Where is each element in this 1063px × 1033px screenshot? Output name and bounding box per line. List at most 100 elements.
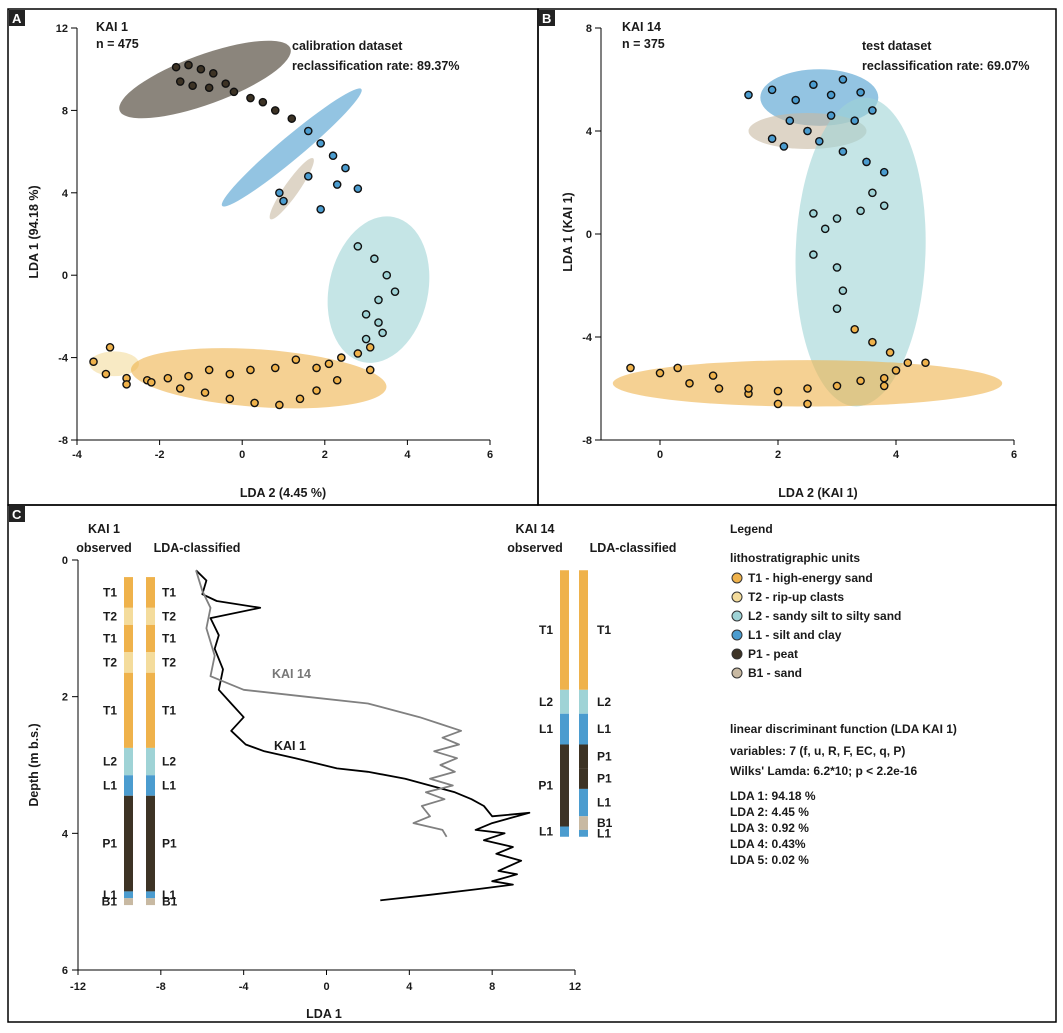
panel-a-y-tick-label-3: 0 [62, 270, 68, 282]
kai1-classified-segment-0 [146, 577, 155, 608]
panel-b-x-tick-label-2: 4 [893, 449, 900, 461]
kai1-classified-segment-1 [146, 607, 155, 625]
panel-c-y-tick-label-3: 6 [62, 965, 68, 977]
panel-b-point-4 [826, 90, 836, 100]
kai1-observed-label-5: L2 [103, 755, 117, 769]
legend-lda-line-3: LDA 3: 0.92 % [730, 821, 809, 835]
panel-a-point-49 [122, 380, 131, 389]
panel-a-point-48 [105, 342, 115, 352]
panel-a-point-5 [188, 81, 197, 90]
panel-b-point-6 [856, 88, 865, 97]
panel-a-y-tick-label-2: 4 [62, 188, 69, 200]
panel-a-point-28 [361, 310, 371, 319]
panel-b-x-tick-label-0: 0 [657, 449, 663, 461]
panel-a-points [89, 60, 400, 410]
panel-a-ellipse-l2-3 [327, 216, 430, 363]
panel-c-frame [7, 504, 1057, 1023]
panel-a-xlabel: LDA 2 (4.45 %) [240, 486, 326, 500]
panel-a-ellipse-t2-4 [89, 351, 139, 377]
panel-b-point-8 [850, 116, 860, 125]
panel-b-point-28 [850, 324, 860, 334]
panel-c-kai1-title: KAI 1 [88, 522, 120, 536]
kai1-observed-segment-3 [124, 652, 133, 673]
panel-a-ellipse-t1-5 [130, 348, 387, 409]
kai14-observed-label-1: L2 [539, 695, 553, 709]
panel-a-point-9 [246, 93, 255, 103]
kai14-observed-label-0: T1 [539, 623, 553, 637]
panel-a-y-tick-label-1: 8 [62, 105, 68, 117]
kai14-observed-segment-4 [560, 826, 569, 837]
panel-b-point-36 [773, 386, 783, 396]
panel-a-point-53 [225, 394, 235, 404]
panel-b-point-31 [903, 358, 913, 368]
panel-c-axes: -12 -8 -4 0 4 8 12 0 2 4 6 [62, 555, 581, 993]
panel-b-point-39 [685, 379, 694, 388]
panel-a-point-22 [316, 204, 325, 214]
kai1-observed-label-1: T2 [103, 609, 117, 623]
panel-a-point-33 [353, 349, 363, 358]
panel-a-y-tick-label-0: 12 [56, 23, 68, 35]
legend-item-t2: T2 - rip-up clasts [748, 590, 844, 604]
legend-item-t1: T1 - high-energy sand [748, 571, 873, 585]
panel-c-x-tick-label-6: 12 [569, 981, 581, 993]
panel-b-point-33 [856, 376, 865, 386]
panel-a-point-8 [229, 87, 239, 97]
panel-a-point-41 [204, 365, 214, 375]
panel-a-axes: -4 -2 0 2 4 6 12 8 4 0 -4 -8 [56, 23, 493, 461]
kai1-classified-label-1: T2 [162, 609, 176, 623]
panel-a-point-23 [353, 242, 363, 251]
panel-a-point-56 [295, 394, 305, 404]
kai1-observed-label-8: L1 [103, 888, 117, 902]
panel-b-ylabel: LDA 1 (KAI 1) [561, 192, 575, 271]
panel-c-x-tick-label-3: 0 [323, 981, 329, 993]
panel-a-point-46 [101, 369, 111, 379]
legend-variables: variables: 7 (f, u, R, F, EC, q, P) [730, 744, 905, 758]
legend-title: Legend [730, 522, 773, 536]
panel-b-ellipse-l2-2 [795, 97, 926, 407]
kai14-classified-segment-6 [579, 816, 588, 830]
panel-a-point-17 [353, 184, 363, 193]
kai14-classified-segment-3 [579, 744, 588, 769]
legend-lda-title: linear discriminant function (LDA KAI 1) [730, 722, 957, 736]
panel-a-point-26 [390, 287, 400, 296]
panel-c-curves [195, 569, 531, 902]
panel-a-point-58 [332, 375, 342, 385]
panel-a-ylabel: LDA 1 (94.18 %) [27, 185, 41, 278]
panel-c-kai14-title: KAI 14 [516, 522, 555, 536]
kai1-classified-segment-6 [146, 775, 155, 796]
panel-a-point-31 [361, 334, 371, 344]
kai1-observed-label-7: P1 [102, 837, 117, 851]
panel-b-point-0 [744, 90, 753, 100]
panel-a-point-11 [270, 106, 280, 115]
kai14-observed-label-3: P1 [538, 779, 553, 793]
kai1-observed-segment-8 [124, 891, 133, 899]
legend-item-b1: B1 - sand [748, 666, 802, 680]
panel-a-point-32 [365, 342, 375, 352]
panel-b-point-44 [744, 384, 753, 393]
kai14-classified-segment-0 [579, 570, 588, 690]
panel-b-letter: B [542, 11, 551, 26]
kai1-classified-label-4: T1 [162, 703, 176, 717]
panel-a-point-50 [147, 378, 156, 387]
panel-a-point-29 [374, 318, 383, 327]
kai1-classified-segment-8 [146, 891, 155, 899]
panel-c-x-tick-label-0: -12 [70, 981, 86, 993]
panel-a-x-tick-label-3: 2 [322, 449, 328, 461]
panel-a-point-16 [341, 163, 350, 173]
panel-a-point-55 [275, 400, 284, 410]
kai1-observed-segment-2 [124, 624, 133, 653]
legend-lda-line-2: LDA 2: 4.45 % [730, 805, 809, 819]
legend-swatch-p1 [731, 648, 743, 660]
panel-c-kai1-observed: observed [76, 541, 132, 555]
panel-b-point-42 [673, 363, 683, 373]
kai14-classified-label-7: L1 [597, 826, 611, 840]
panel-b-point-43 [708, 371, 718, 380]
kai1-classified-label-0: T1 [162, 585, 176, 599]
kai14-classified-segment-7 [579, 829, 588, 837]
panel-a-point-42 [184, 371, 193, 381]
panel-b-point-15 [838, 147, 848, 156]
panel-b-point-49 [879, 381, 889, 391]
panel-b-point-14 [815, 136, 824, 146]
kai14-observed-segment-1 [560, 689, 569, 714]
kai1-observed-segment-0 [124, 577, 133, 608]
